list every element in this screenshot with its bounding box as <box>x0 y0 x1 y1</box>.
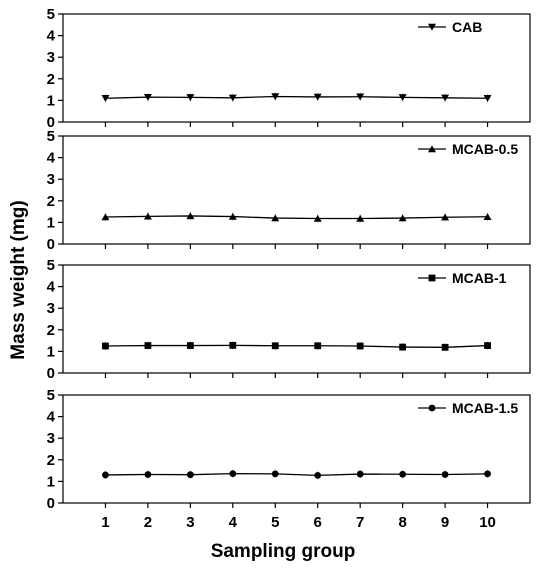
x-tick-label: 9 <box>441 514 449 531</box>
data-point <box>484 342 491 349</box>
y-tick-label: 1 <box>47 343 55 360</box>
legend-marker <box>428 145 436 153</box>
x-tick-label: 4 <box>229 514 238 531</box>
y-tick-label: 4 <box>47 409 56 426</box>
data-point <box>186 471 194 479</box>
data-point <box>229 470 237 478</box>
y-tick-label: 3 <box>47 49 55 66</box>
series-line <box>105 215 488 220</box>
y-tick-label: 4 <box>47 28 56 45</box>
data-point <box>441 343 449 351</box>
y-tick-label: 5 <box>47 387 55 404</box>
data-point <box>313 93 322 101</box>
panel-4: 0 1 2 3 4 5 1 2 3 4 5 6 7 8 9 10 MCAB-1.5 <box>47 387 531 531</box>
panel-2: 0 1 2 3 4 5 MCAB-0.5 <box>47 128 531 253</box>
panel-frame <box>62 135 531 245</box>
legend-marker <box>428 404 436 412</box>
panels-layer: 0 1 2 3 4 5 CAB 0 1 2 3 4 5 MCAB-0.5 0 1 2 3 4 5 MCAB-1 0 1 2 3 4… <box>47 6 531 531</box>
panel-frame <box>62 13 531 123</box>
data-point <box>102 342 109 350</box>
data-point <box>143 212 152 220</box>
y-tick-label: 2 <box>47 193 55 210</box>
legend-label: MCAB-0.5 <box>452 141 518 157</box>
x-tick-label: 3 <box>186 514 194 531</box>
data-point <box>101 95 110 102</box>
series-line <box>105 472 488 477</box>
y-tick-label: 5 <box>47 128 55 145</box>
x-axis-title: Sampling group <box>211 541 356 562</box>
data-point <box>356 93 365 101</box>
data-point <box>398 94 407 101</box>
data-point <box>229 341 237 349</box>
data-point <box>186 212 195 220</box>
legend-marker <box>428 23 436 31</box>
data-point <box>271 470 279 478</box>
x-tick-label: 8 <box>398 514 406 531</box>
data-point <box>228 94 237 102</box>
data-point <box>356 470 364 478</box>
y-tick-label: 1 <box>47 92 55 109</box>
data-point <box>101 213 110 221</box>
data-point <box>398 214 407 222</box>
data-point <box>144 471 152 478</box>
data-point <box>228 212 237 220</box>
data-point <box>356 342 364 350</box>
data-point <box>441 213 450 221</box>
y-axis-title: Mass weight (mg) <box>8 200 29 359</box>
legend-label: MCAB-1.5 <box>452 400 518 416</box>
data-point <box>483 213 492 220</box>
series-line <box>105 344 488 348</box>
y-tick-label: 5 <box>47 6 55 23</box>
y-tick-label: 3 <box>47 171 55 188</box>
y-tick-label: 3 <box>47 430 55 447</box>
legend-label: MCAB-1 <box>452 270 507 286</box>
x-tick-label: 7 <box>356 514 364 531</box>
panel-frame <box>62 264 531 374</box>
data-point <box>441 94 450 102</box>
data-point <box>314 471 322 479</box>
data-point <box>186 342 194 349</box>
x-tick-label: 1 <box>101 514 109 531</box>
y-tick-label: 5 <box>47 257 55 274</box>
y-tick-label: 1 <box>47 214 55 231</box>
data-point <box>186 94 195 101</box>
y-tick-label: 4 <box>47 150 56 167</box>
data-point <box>441 471 449 478</box>
data-point <box>313 214 322 222</box>
data-point <box>102 471 109 479</box>
y-tick-label: 2 <box>47 71 55 88</box>
y-tick-label: 2 <box>47 452 55 469</box>
data-point <box>271 342 279 350</box>
data-point <box>399 470 407 478</box>
data-point <box>483 95 492 102</box>
panel-1: 0 1 2 3 4 5 CAB <box>47 6 531 131</box>
data-point <box>356 214 365 222</box>
data-point <box>271 214 280 222</box>
legend-label: CAB <box>452 19 482 35</box>
y-tick-label: 3 <box>47 300 55 317</box>
data-point <box>314 342 322 350</box>
data-point <box>143 93 152 101</box>
legend-marker <box>428 274 436 282</box>
x-tick-label: 5 <box>271 514 279 531</box>
series-line <box>105 95 488 99</box>
data-point <box>484 470 491 478</box>
y-tick-label: 0 <box>47 236 55 253</box>
data-point <box>144 342 152 349</box>
panel-frame <box>62 394 531 504</box>
x-tick-label: 2 <box>144 514 152 531</box>
y-tick-label: 4 <box>47 279 56 296</box>
data-point <box>271 93 280 101</box>
x-tick-label: 6 <box>314 514 322 531</box>
y-tick-label: 0 <box>47 114 55 131</box>
y-tick-label: 2 <box>47 322 55 339</box>
panel-3: 0 1 2 3 4 5 MCAB-1 <box>47 257 531 382</box>
y-tick-label: 1 <box>47 473 55 490</box>
y-tick-label: 0 <box>47 365 55 382</box>
x-tick-label: 10 <box>479 514 496 531</box>
y-tick-label: 0 <box>47 495 55 512</box>
data-point <box>399 343 407 351</box>
